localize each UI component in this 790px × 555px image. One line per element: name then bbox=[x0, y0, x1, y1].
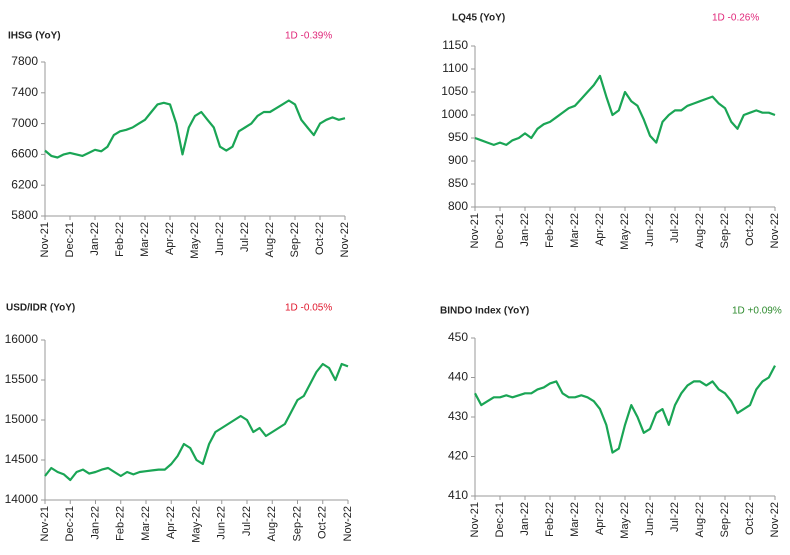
chart-title: BINDO Index (YoY) bbox=[440, 306, 529, 317]
x-tick-label: Nov-21 bbox=[39, 506, 51, 541]
x-tick-label: Sep-22 bbox=[719, 502, 731, 537]
y-tick-label: 410 bbox=[448, 488, 468, 502]
y-tick-label: 15500 bbox=[5, 372, 39, 386]
x-tick-label: May-22 bbox=[190, 506, 202, 543]
y-tick-label: 950 bbox=[448, 130, 468, 144]
data-line bbox=[474, 74, 776, 146]
x-tick-label: Aug-22 bbox=[694, 213, 706, 248]
x-tick-label: Mar-22 bbox=[569, 213, 581, 248]
x-tick-label: Mar-22 bbox=[140, 506, 152, 541]
x-tick-label: Nov-22 bbox=[339, 222, 351, 257]
x-tick-label: Apr-22 bbox=[594, 502, 606, 535]
chart-title: LQ45 (YoY) bbox=[452, 13, 505, 24]
y-tick-label: 5800 bbox=[11, 208, 38, 222]
x-tick-label: May-22 bbox=[189, 222, 201, 259]
x-tick-label: Jul-22 bbox=[241, 506, 253, 536]
x-tick-label: Apr-22 bbox=[594, 213, 606, 246]
x-tick-label: Feb-22 bbox=[544, 213, 556, 248]
chart-title: IHSG (YoY) bbox=[8, 31, 61, 42]
y-tick-label: 800 bbox=[448, 199, 468, 213]
y-tick-label: 420 bbox=[448, 449, 468, 463]
y-tick-label: 430 bbox=[448, 409, 468, 423]
data-line bbox=[44, 362, 349, 482]
x-tick-label: Oct-22 bbox=[317, 506, 329, 539]
x-tick-label: May-22 bbox=[619, 213, 631, 250]
y-tick-label: 14500 bbox=[5, 452, 39, 466]
y-tick-label: 850 bbox=[448, 176, 468, 190]
y-tick-label: 1100 bbox=[442, 61, 468, 75]
x-tick-label: Nov-22 bbox=[769, 213, 781, 248]
x-tick-label: Mar-22 bbox=[569, 502, 581, 537]
chart-title: USD/IDR (YoY) bbox=[6, 303, 75, 314]
x-tick-label: Apr-22 bbox=[165, 506, 177, 539]
change-annotation: 1D -0.26% bbox=[712, 13, 759, 24]
y-tick-label: 16000 bbox=[5, 332, 39, 346]
data-line bbox=[44, 99, 346, 159]
y-tick-label: 7800 bbox=[11, 54, 38, 68]
x-tick-label: Feb-22 bbox=[544, 502, 556, 537]
x-tick-label: Oct-22 bbox=[314, 222, 326, 255]
x-tick-label: Nov-21 bbox=[469, 213, 481, 248]
x-tick-label: Nov-22 bbox=[769, 502, 781, 537]
x-tick-label: Aug-22 bbox=[264, 222, 276, 257]
y-tick-label: 6600 bbox=[11, 147, 38, 161]
y-tick-label: 1000 bbox=[441, 107, 468, 121]
x-tick-label: Dec-21 bbox=[64, 222, 76, 257]
x-tick-label: Sep-22 bbox=[289, 222, 301, 257]
y-tick-label: 7000 bbox=[11, 116, 38, 130]
x-tick-label: Nov-21 bbox=[39, 222, 51, 257]
y-tick-label: 440 bbox=[448, 370, 468, 384]
x-tick-label: Jun-22 bbox=[644, 213, 656, 247]
x-tick-label: Jul-22 bbox=[669, 502, 681, 532]
change-annotation: 1D -0.05% bbox=[285, 303, 332, 314]
x-tick-label: Jan-22 bbox=[89, 506, 101, 540]
x-tick-label: Feb-22 bbox=[114, 222, 126, 257]
x-tick-label: Feb-22 bbox=[115, 506, 127, 541]
change-annotation: 1D +0.09% bbox=[732, 306, 782, 317]
x-tick-label: Jun-22 bbox=[214, 222, 226, 256]
y-tick-label: 1150 bbox=[442, 38, 468, 52]
y-tick-label: 1050 bbox=[441, 84, 468, 98]
x-tick-label: Apr-22 bbox=[164, 222, 176, 255]
x-tick-label: Aug-22 bbox=[266, 506, 278, 541]
x-tick-label: Jul-22 bbox=[669, 213, 681, 243]
y-tick-label: 7400 bbox=[11, 85, 38, 99]
x-tick-label: Dec-21 bbox=[494, 213, 506, 248]
x-tick-label: Nov-21 bbox=[469, 502, 481, 537]
x-tick-label: Nov-22 bbox=[342, 506, 354, 541]
x-tick-label: Jun-22 bbox=[644, 502, 656, 536]
x-tick-label: Jul-22 bbox=[239, 222, 251, 252]
data-line bbox=[474, 365, 776, 454]
y-tick-label: 6200 bbox=[11, 177, 38, 191]
y-tick-label: 900 bbox=[448, 153, 468, 167]
x-tick-label: Sep-22 bbox=[291, 506, 303, 541]
x-tick-label: Oct-22 bbox=[744, 502, 756, 535]
x-tick-label: Jan-22 bbox=[519, 502, 531, 536]
x-tick-label: Mar-22 bbox=[139, 222, 151, 257]
y-tick-label: 14000 bbox=[5, 492, 39, 506]
x-tick-label: Sep-22 bbox=[719, 213, 731, 248]
y-tick-label: 450 bbox=[448, 330, 468, 344]
x-tick-label: May-22 bbox=[619, 502, 631, 539]
y-tick-label: 15000 bbox=[5, 412, 39, 426]
x-tick-label: Jan-22 bbox=[89, 222, 101, 256]
change-annotation: 1D -0.39% bbox=[285, 31, 332, 42]
x-tick-label: Dec-21 bbox=[64, 506, 76, 541]
x-tick-label: Aug-22 bbox=[694, 502, 706, 537]
x-tick-label: Dec-21 bbox=[494, 502, 506, 537]
x-tick-label: Oct-22 bbox=[744, 213, 756, 246]
x-tick-label: Jan-22 bbox=[519, 213, 531, 247]
x-tick-label: Jun-22 bbox=[216, 506, 228, 540]
